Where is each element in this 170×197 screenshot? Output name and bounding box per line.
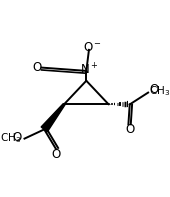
Text: O: O xyxy=(149,84,159,97)
Text: O: O xyxy=(52,148,61,161)
Text: O: O xyxy=(32,61,42,74)
Text: O$^-$: O$^-$ xyxy=(83,41,102,54)
Text: O: O xyxy=(125,123,134,136)
Text: CH$_3$: CH$_3$ xyxy=(0,131,21,145)
Polygon shape xyxy=(41,104,65,132)
Text: N$^+$: N$^+$ xyxy=(80,62,99,77)
Text: O: O xyxy=(13,131,22,144)
Text: CH$_3$: CH$_3$ xyxy=(149,84,170,98)
